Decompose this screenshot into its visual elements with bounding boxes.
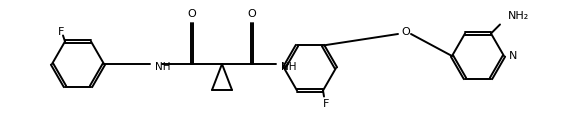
Text: NH: NH [281,62,297,72]
Text: NH₂: NH₂ [508,12,529,22]
Text: F: F [58,28,64,38]
Text: O: O [402,27,411,37]
Text: O: O [187,9,196,19]
Text: N: N [509,51,517,61]
Text: O: O [248,9,256,19]
Text: NH: NH [155,62,171,72]
Text: F: F [323,99,329,109]
